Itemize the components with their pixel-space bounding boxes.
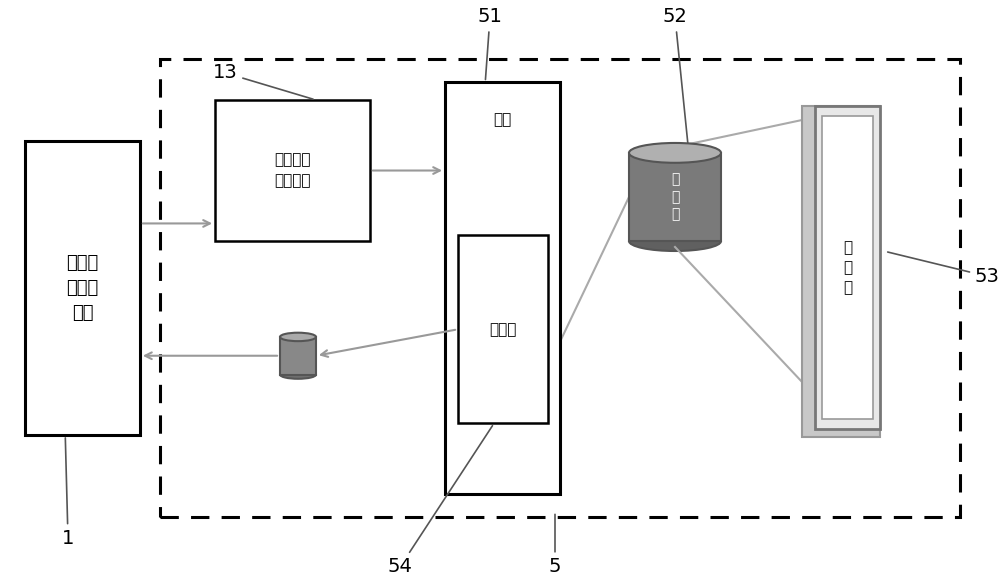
Text: 51: 51 [478,8,502,79]
Text: 换热器: 换热器 [489,322,517,337]
Polygon shape [280,337,316,375]
Text: 相变材料
储能装置: 相变材料 储能装置 [274,152,311,189]
Polygon shape [629,153,721,241]
Text: 1: 1 [62,438,74,548]
Bar [160,59,960,517]
Ellipse shape [629,231,721,251]
Text: 5: 5 [549,514,561,576]
Bar [802,106,880,437]
Text: 冷
凝
器: 冷 凝 器 [843,240,852,295]
Bar [215,100,370,241]
Ellipse shape [280,333,316,341]
Ellipse shape [629,143,721,163]
Text: 压
缩
机: 压 缩 机 [671,173,679,221]
Text: 54: 54 [388,426,492,576]
Bar [822,116,873,419]
Ellipse shape [280,370,316,379]
Text: 52: 52 [663,8,689,150]
Text: 53: 53 [888,252,1000,286]
Text: 13: 13 [213,64,313,99]
Bar [815,106,880,429]
Bar [458,235,548,423]
Bar [25,141,140,435]
Bar [445,82,560,494]
Text: 水箱: 水箱 [493,112,512,127]
Text: 脉冲铥
光纤激
光器: 脉冲铥 光纤激 光器 [66,254,99,322]
